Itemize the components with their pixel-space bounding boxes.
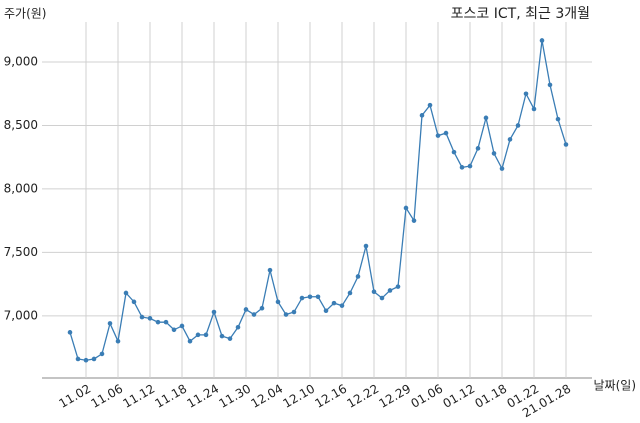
price-point [155,319,161,325]
price-point [299,295,305,301]
price-point [547,82,553,88]
price-point [443,130,449,136]
price-point [427,102,433,108]
price-point [91,356,97,362]
price-point [227,336,233,341]
price-point [235,324,241,330]
price-point [67,330,73,335]
x-tick-label: 11.12 [120,382,157,411]
price-point [523,91,529,97]
price-point [195,332,201,338]
price-point [467,163,473,169]
price-point [163,319,169,325]
price-point [475,146,481,151]
price-point [243,307,249,312]
y-tick-label: 9,000 [4,55,38,69]
price-point [315,294,321,300]
price-point [347,290,353,296]
price-point [515,123,521,128]
price-point [411,218,417,223]
x-tick-label: 11.24 [184,382,221,411]
price-point [123,290,129,296]
x-axis-label: 날짜(일) [594,379,636,393]
price-point [211,309,217,315]
price-point [107,321,113,326]
price-point [555,116,561,122]
price-point [339,303,345,308]
price-point [131,299,137,305]
price-point [379,295,385,301]
price-point [355,274,361,279]
chart-title: 포스코 ICT, 최근 3개월 [451,6,590,22]
price-point [363,243,369,249]
price-point [267,267,273,273]
price-point [491,151,497,156]
price-point [531,106,537,112]
x-tick-label: 11.18 [152,382,189,411]
price-point [307,294,313,300]
price-point [187,338,193,344]
price-point [499,166,505,171]
price-point [563,142,569,147]
x-tick-label: 11.02 [56,382,93,411]
x-tick-label: 12.04 [248,382,285,411]
price-point [387,288,393,293]
price-point [179,323,185,329]
price-point [451,149,457,155]
x-tick-label: 12.22 [344,382,381,411]
price-point [507,137,513,142]
x-tick-label: 01.12 [440,382,477,411]
price-point [219,333,225,339]
price-point [259,305,265,311]
price-point [283,312,289,317]
price-point [291,309,297,315]
price-point [403,205,409,211]
price-point [171,327,177,333]
x-tick-label: 12.10 [280,382,317,411]
price-point [323,308,329,314]
price-point [139,314,145,320]
y-axis-label: 주가(원) [4,7,46,21]
x-tick-label: 11.06 [88,382,125,411]
price-point [483,115,489,121]
price-point [147,316,153,321]
price-point [83,357,89,363]
price-point [99,351,105,357]
price-point [115,338,121,344]
y-tick-label: 8,500 [4,118,38,132]
y-tick-label: 7,000 [4,308,38,322]
price-point [203,332,209,338]
x-tick-label: 01.06 [408,382,445,411]
price-point [419,113,425,118]
x-tick-label: 12.16 [312,382,349,411]
price-point [75,356,81,362]
x-tick-label: 11.30 [216,382,253,411]
price-point [459,165,465,170]
price-point [371,289,377,295]
y-tick-label: 8,000 [4,181,38,195]
price-point [539,38,545,43]
y-tick-label: 7,500 [4,245,38,259]
price-line [69,40,567,361]
price-point [435,133,441,138]
x-tick-label: 01.18 [472,382,509,411]
price-point [331,300,337,306]
x-tick-label: 12.29 [376,382,413,411]
price-point [275,299,281,305]
price-point [251,312,257,317]
price-point [395,284,401,289]
